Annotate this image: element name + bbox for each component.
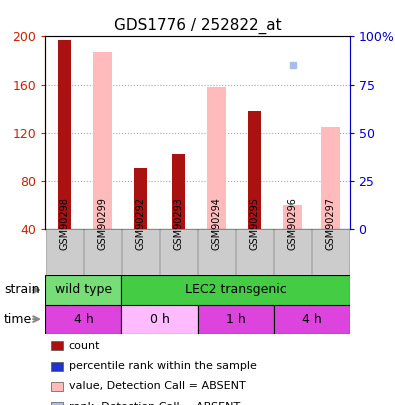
Text: GSM90298: GSM90298	[59, 197, 70, 250]
Bar	[122, 229, 159, 275]
Bar	[198, 305, 274, 334]
Text: GSM90295: GSM90295	[250, 197, 260, 250]
Text: 0 h: 0 h	[150, 313, 169, 326]
Bar	[45, 275, 122, 305]
Bar	[207, 87, 226, 229]
Bar	[274, 229, 311, 275]
Bar	[273, 305, 350, 334]
Bar	[46, 229, 83, 275]
Text: GDS1776 / 252822_at: GDS1776 / 252822_at	[114, 18, 281, 34]
Text: GSM90299: GSM90299	[98, 197, 107, 250]
Bar	[248, 111, 261, 229]
Text: wild type: wild type	[55, 284, 112, 296]
Text: value, Detection Call = ABSENT: value, Detection Call = ABSENT	[69, 382, 245, 391]
Text: GSM90294: GSM90294	[211, 197, 222, 250]
Text: GSM90293: GSM90293	[173, 197, 184, 250]
Bar	[84, 229, 121, 275]
Bar	[160, 229, 197, 275]
Text: percentile rank within the sample: percentile rank within the sample	[69, 361, 256, 371]
Text: LEC2 transgenic: LEC2 transgenic	[184, 284, 286, 296]
Bar	[321, 127, 340, 229]
Text: count: count	[69, 341, 100, 351]
Text: 4 h: 4 h	[302, 313, 322, 326]
Bar	[58, 40, 71, 229]
Text: rank, Detection Call = ABSENT: rank, Detection Call = ABSENT	[69, 402, 240, 405]
Bar	[312, 229, 349, 275]
Bar	[45, 305, 122, 334]
Bar	[122, 305, 198, 334]
Text: time: time	[4, 313, 32, 326]
Bar	[198, 229, 235, 275]
Text: GSM90292: GSM90292	[135, 197, 145, 250]
Bar	[172, 154, 184, 229]
Bar	[122, 275, 350, 305]
Text: strain: strain	[4, 284, 40, 296]
Text: 4 h: 4 h	[73, 313, 93, 326]
Bar	[93, 52, 112, 229]
Bar	[283, 205, 302, 229]
Bar	[134, 168, 147, 229]
Text: 1 h: 1 h	[226, 313, 245, 326]
Text: GSM90296: GSM90296	[288, 197, 297, 250]
Text: GSM90297: GSM90297	[325, 197, 336, 250]
Bar	[236, 229, 273, 275]
